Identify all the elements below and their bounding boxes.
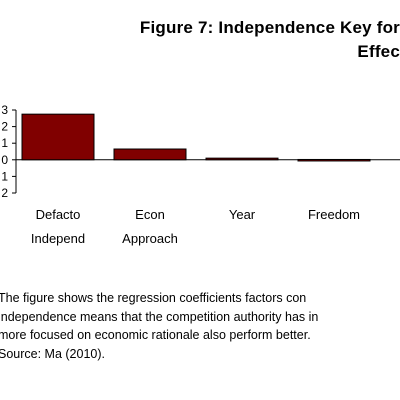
category-label: Independ [31, 231, 85, 246]
y-tick-label: 2 [1, 186, 8, 200]
bar-1 [113, 148, 187, 161]
bar-3 [297, 158, 371, 162]
figure-caption: The figure shows the regression coeffici… [0, 289, 400, 363]
bar-0 [21, 113, 95, 161]
bar-chart: 3 2 1 0 1 2 Defacto Independ Econ Approach Year Fre… [1, 103, 400, 246]
chart-title-line-1: Figure 7: Independence Key for [139, 18, 400, 37]
category-label: Freedom [308, 207, 360, 222]
category-label: Approach [122, 231, 178, 246]
y-tick-label: 1 [1, 169, 8, 183]
y-tick-label: 1 [1, 136, 8, 150]
y-tick-label: 2 [1, 120, 8, 134]
caption-line-2: independence means that the competition … [0, 309, 319, 324]
category-label: Year [229, 207, 256, 222]
chart-title-line-2: Effec [357, 42, 400, 61]
caption-source: Source: Ma (2010). [0, 346, 105, 361]
caption-line-3: more focused on economic rationale also … [0, 328, 311, 342]
y-tick-label: 3 [1, 103, 8, 117]
chart-title: Figure 7: Independence Key for Effec [70, 16, 400, 64]
category-label: Defacto [36, 207, 81, 222]
y-tick-label: 0 [1, 153, 8, 167]
bar-2 [205, 157, 279, 161]
category-label: Econ [135, 207, 165, 222]
caption-line-1: The figure shows the regression coeffici… [0, 291, 307, 305]
